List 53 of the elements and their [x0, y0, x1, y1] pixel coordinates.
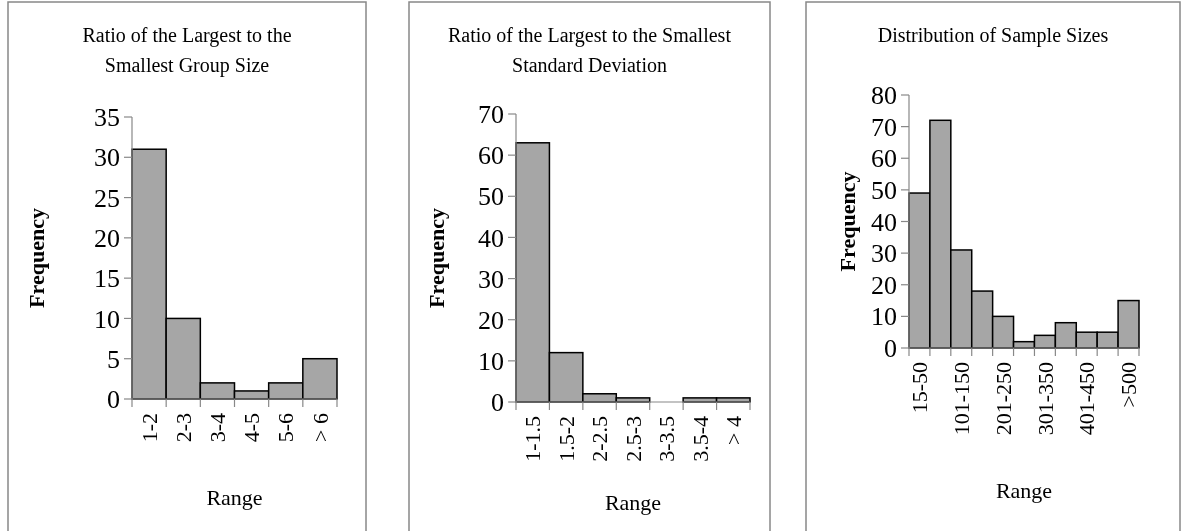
y-tick-label: 30: [478, 264, 504, 294]
y-tick-label: 50: [871, 175, 897, 205]
x-tick-label: 401-450: [1074, 362, 1100, 436]
x-tick-label: 3-3.5: [654, 416, 680, 462]
y-tick-label: 20: [94, 223, 120, 253]
y-tick-label: 80: [871, 81, 897, 111]
y-tick-label: 40: [478, 223, 504, 253]
x-axis-title: Range: [604, 490, 662, 515]
y-tick-label: 60: [478, 141, 504, 171]
y-axis-title: Frequency: [423, 208, 449, 308]
x-tick-label: 2-3: [170, 413, 196, 443]
x-axis-title: Range: [995, 478, 1053, 503]
x-tick-label: 2-2.5: [587, 416, 613, 462]
chart-title: Ratio of the Largest to the Smallest Standard Deviation: [448, 24, 732, 76]
x-tick-label: 2.5-3: [620, 416, 646, 462]
y-axis-title: Frequency: [834, 171, 860, 272]
y-tick-label: 0: [884, 334, 897, 364]
x-tick-label: 1-2: [136, 413, 162, 443]
y-tick-label: 10: [94, 304, 120, 334]
x-tick-label: 1.5-2: [553, 416, 579, 462]
y-tick-label: 40: [871, 207, 897, 237]
x-tick-label: 201-250: [990, 362, 1016, 436]
y-tick-label: 50: [478, 182, 504, 212]
x-tick-label: > 6: [307, 413, 333, 442]
y-tick-label: 70: [871, 112, 897, 142]
x-tick-label: 301-350: [1032, 362, 1058, 436]
x-tick-label: >500: [1116, 362, 1142, 408]
x-tick-label: 3-4: [205, 413, 231, 443]
y-tick-label: 60: [871, 144, 897, 174]
y-tick-label: 30: [94, 143, 120, 173]
y-tick-label: 5: [107, 344, 120, 374]
x-tick-label: > 4: [720, 416, 746, 445]
chart-title: Distribution of Sample Sizes: [877, 24, 1109, 47]
x-tick-label: 4-5: [239, 413, 265, 443]
y-tick-label: 70: [478, 100, 504, 130]
x-tick-label: 3.5-4: [687, 416, 713, 462]
y-tick-label: 15: [94, 264, 120, 294]
y-tick-label: 0: [107, 385, 120, 415]
y-tick-label: 20: [871, 270, 897, 300]
x-tick-label: 5-6: [273, 413, 299, 443]
x-tick-label: 1-1.5: [520, 416, 546, 462]
chart-title: Ratio of the Largest to the Smallest Group Size: [82, 24, 292, 77]
y-axis-title: Frequency: [23, 208, 49, 308]
y-tick-label: 10: [871, 302, 897, 332]
y-tick-label: 0: [491, 388, 504, 418]
x-axis-title: Range: [206, 485, 263, 510]
y-tick-label: 10: [478, 346, 504, 376]
x-tick-label: 15-50: [907, 362, 933, 414]
y-tick-label: 35: [94, 103, 120, 133]
y-tick-label: 25: [94, 183, 120, 213]
x-tick-label: 101-150: [948, 362, 974, 436]
y-tick-label: 20: [478, 305, 504, 335]
y-tick-label: 30: [871, 239, 897, 269]
